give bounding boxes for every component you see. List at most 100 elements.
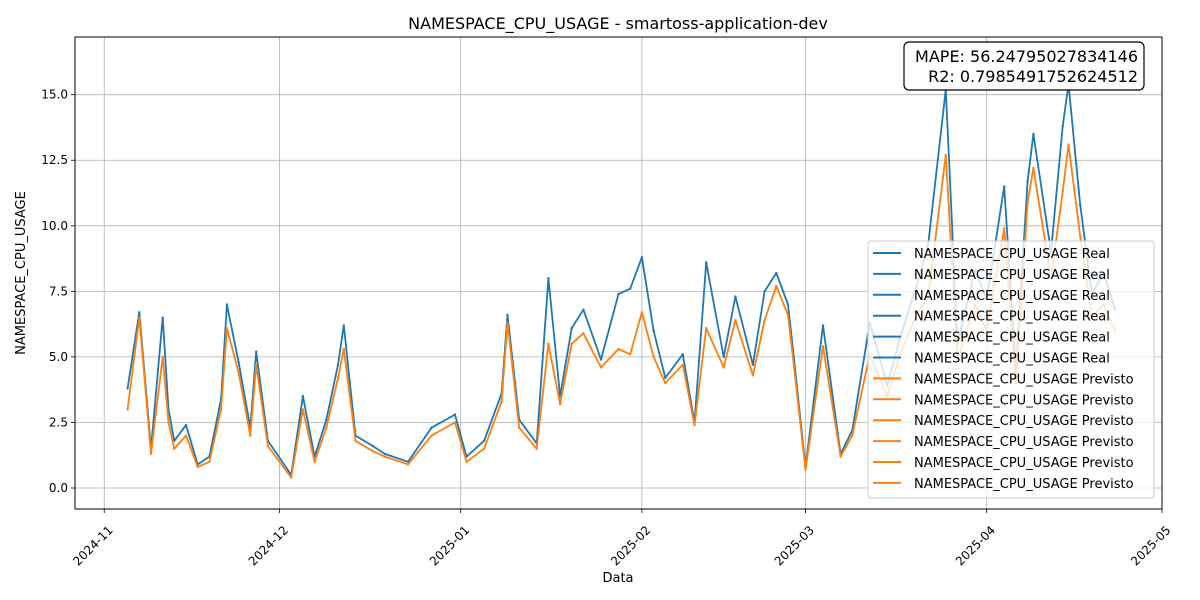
data-point [1032, 166, 1035, 170]
data-point [184, 434, 188, 437]
data-point [506, 313, 509, 317]
data-point [255, 350, 258, 353]
data-point [336, 363, 340, 366]
data-point [775, 284, 778, 288]
data-point [196, 465, 199, 469]
data-point [786, 303, 790, 306]
data-point [342, 347, 345, 351]
legend-label: NAMESPACE_CPU_USAGE Previsto [914, 393, 1134, 408]
data-point [482, 447, 486, 450]
chart-title: NAMESPACE_CPU_USAGE - smartoss-applicati… [408, 14, 828, 34]
data-point [342, 324, 345, 327]
data-point [138, 316, 141, 319]
data-point [1003, 227, 1006, 230]
data-point [535, 447, 538, 450]
data-point [173, 439, 176, 442]
data-point [371, 450, 375, 453]
data-point [640, 256, 644, 259]
data-point [617, 347, 620, 351]
data-point [249, 434, 252, 437]
x-tick-label: 2025-02 [608, 523, 653, 568]
legend-label: NAMESPACE_CPU_USAGE Previsto [914, 372, 1134, 387]
data-point [1061, 190, 1064, 193]
metrics-annotation: MAPE: 56.24795027834146 R2: 0.7985491752… [903, 41, 1145, 91]
data-point [255, 363, 258, 366]
data-point [1079, 235, 1082, 238]
y-tick-label: 2.5 [49, 415, 68, 429]
data-point [354, 439, 357, 442]
data-point [325, 418, 328, 421]
data-point [751, 374, 755, 377]
data-point [167, 421, 170, 424]
data-point [693, 423, 696, 427]
data-point [786, 313, 790, 317]
data-point [763, 319, 766, 322]
data-point [1003, 185, 1006, 188]
legend-label: NAMESPACE_CPU_USAGE Real [914, 310, 1110, 325]
legend-label: NAMESPACE_CPU_USAGE Real [914, 268, 1110, 283]
data-point [453, 413, 457, 416]
data-point [126, 387, 129, 390]
legend-label: NAMESPACE_CPU_USAGE Previsto [914, 477, 1134, 492]
data-point [325, 426, 328, 429]
y-tick-label: 5.0 [49, 350, 68, 364]
legend-box [867, 240, 1155, 499]
data-point [336, 376, 340, 380]
data-point [751, 363, 755, 366]
data-point [640, 311, 644, 314]
legend-label: NAMESPACE_CPU_USAGE Previsto [914, 456, 1134, 471]
data-point [161, 355, 164, 359]
data-point [237, 371, 240, 374]
data-point [570, 342, 573, 345]
data-point [652, 329, 655, 332]
data-point [821, 324, 825, 327]
x-tick-label: 2025-03 [772, 523, 817, 568]
legend-label: NAMESPACE_CPU_USAGE Real [914, 331, 1110, 346]
plot-frame [74, 36, 1163, 510]
data-point [547, 342, 550, 345]
data-point [839, 455, 842, 458]
y-tick-label: 7.5 [49, 284, 68, 298]
data-point [430, 434, 433, 437]
x-tick-label: 2025-01 [427, 523, 472, 568]
data-point [518, 426, 521, 429]
legend-label: NAMESPACE_CPU_USAGE Previsto [914, 435, 1134, 450]
data-point [617, 292, 620, 296]
data-point [161, 316, 164, 319]
y-tick-label: 10.0 [41, 219, 68, 233]
data-point [629, 353, 632, 356]
data-point [482, 439, 486, 442]
data-point [208, 460, 211, 463]
y-axis-label: NAMESPACE_CPU_USAGE [14, 191, 29, 355]
data-point [664, 381, 667, 385]
data-point [722, 355, 725, 359]
data-point [430, 426, 433, 429]
data-point [558, 402, 562, 406]
data-point [652, 355, 655, 359]
data-point [453, 421, 457, 424]
data-point [681, 353, 684, 356]
x-axis-label: Data [602, 571, 633, 586]
data-point [266, 444, 270, 448]
data-point [599, 366, 603, 369]
data-point [1061, 125, 1064, 128]
data-point [290, 476, 293, 479]
data-point [547, 277, 550, 280]
data-point [599, 358, 603, 361]
annotation-box [903, 41, 1145, 91]
data-point [184, 423, 188, 427]
data-point [705, 261, 708, 264]
data-point [500, 400, 503, 403]
data-point [237, 361, 240, 364]
data-point [383, 452, 386, 456]
data-point [149, 452, 153, 456]
data-point [225, 303, 229, 306]
x-tick-label: 2024-11 [70, 523, 115, 568]
data-point [582, 308, 585, 311]
data-point [126, 408, 129, 411]
data-point [681, 363, 684, 366]
legend: NAMESPACE_CPU_USAGE Real NAMESPACE_CPU_US… [867, 240, 1155, 499]
data-point [301, 408, 305, 411]
data-point [582, 332, 585, 335]
